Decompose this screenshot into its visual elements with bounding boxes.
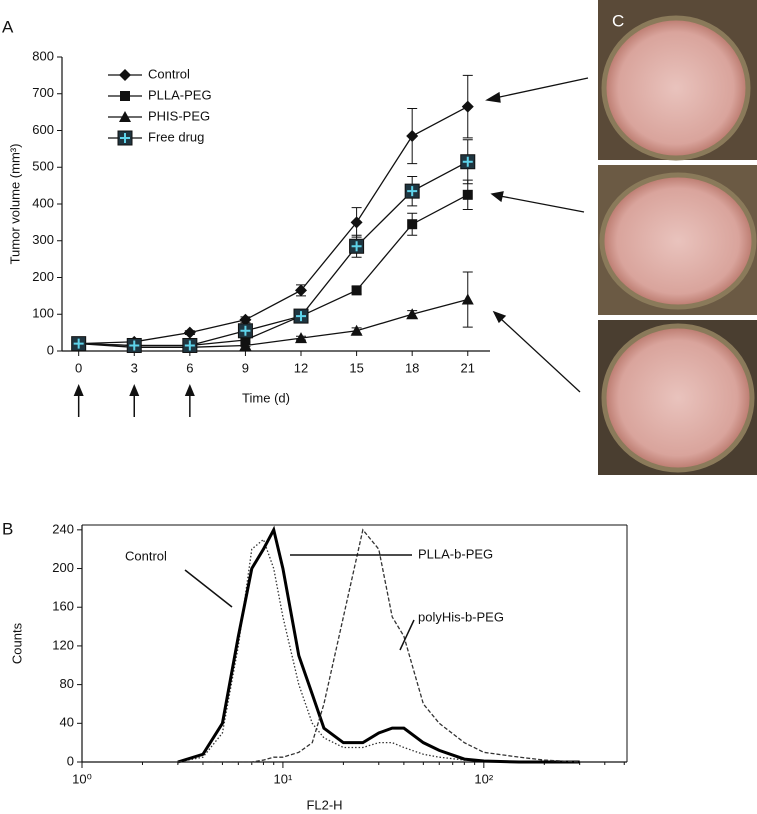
y-tick-label: 500 [32, 159, 54, 174]
marker [461, 293, 474, 305]
marker [295, 332, 308, 344]
marker [182, 337, 198, 353]
dose-arrowhead [184, 384, 195, 396]
marker-plus [296, 311, 307, 322]
marker [406, 130, 419, 143]
series-line [177, 538, 580, 763]
photos: C [598, 0, 757, 475]
marker [350, 324, 363, 336]
marker-plus [120, 133, 130, 143]
marker [119, 111, 131, 122]
legend-label: PHIS-PEG [148, 108, 210, 123]
panel-label: B [2, 519, 13, 538]
y-tick-label: 120 [52, 637, 74, 652]
marker [293, 308, 309, 324]
marker [120, 91, 130, 101]
y-tick-label: 300 [32, 232, 54, 247]
x-tick-label: 10⁰ [72, 771, 92, 786]
panel-label: A [2, 17, 14, 36]
x-tick-label: 10² [474, 771, 493, 786]
marker [295, 284, 308, 297]
legend-label: Control [148, 66, 190, 81]
y-tick-label: 0 [47, 342, 54, 357]
dose-arrows [73, 384, 195, 417]
y-tick-label: 100 [32, 306, 54, 321]
series-line [177, 525, 580, 764]
marker-plus [184, 340, 195, 351]
marker [407, 219, 418, 230]
y-tick-label: 200 [52, 560, 74, 575]
series-line [177, 528, 580, 763]
marker [460, 154, 476, 170]
photo-arrows [485, 77, 589, 393]
marker [404, 183, 420, 199]
y-tick-label: 200 [32, 269, 54, 284]
dose-arrowhead [73, 384, 84, 396]
annotation-arrow [184, 569, 233, 608]
x-tick-label: 9 [242, 360, 249, 375]
marker [126, 337, 142, 353]
y-tick-label: 160 [52, 599, 74, 614]
x-tick-label: 18 [405, 360, 419, 375]
legend-label: PLLA-PEG [148, 87, 212, 102]
y-tick-label: 0 [67, 753, 74, 768]
annotation: PLLA-b-PEG [418, 546, 493, 561]
x-tick-label: 21 [461, 360, 475, 375]
annotation: polyHis-b-PEG [418, 609, 504, 624]
dose-arrowhead [129, 384, 140, 396]
series-line [78, 298, 468, 348]
y-axis-label: Counts [9, 622, 24, 664]
marker [239, 313, 252, 326]
y-tick-label: 80 [60, 676, 74, 691]
marker [239, 339, 252, 351]
x-tick-label: 6 [186, 360, 193, 375]
marker [350, 216, 363, 229]
y-tick-label: 600 [32, 122, 54, 137]
panel-label: C [612, 11, 624, 30]
marker-plus [240, 325, 251, 336]
marker [462, 189, 473, 200]
x-tick-label: 15 [349, 360, 363, 375]
x-tick-label: 0 [75, 360, 82, 375]
y-tick-label: 400 [32, 195, 54, 210]
marker-plus [73, 338, 84, 349]
marker [183, 326, 196, 339]
annotation-arrow [399, 619, 415, 651]
marker-plus [462, 156, 473, 167]
marker-plus [407, 186, 418, 197]
x-tick-label: 3 [131, 360, 138, 375]
y-tick-label: 40 [60, 715, 74, 730]
marker [237, 323, 253, 339]
x-tick-label: 10¹ [274, 771, 293, 786]
marker [461, 100, 474, 113]
marker [351, 285, 362, 296]
y-tick-label: 800 [32, 48, 54, 63]
x-axis-label: FL2-H [306, 797, 342, 812]
marker [117, 130, 133, 146]
legend-label: Free drug [148, 129, 204, 144]
y-tick-label: 240 [52, 521, 74, 536]
series-line [78, 106, 469, 345]
marker-plus [351, 241, 362, 252]
marker [71, 336, 87, 352]
marker [119, 69, 131, 81]
y-tick-label: 700 [32, 85, 54, 100]
marker [349, 238, 365, 254]
series-line [78, 161, 469, 347]
annotation: Control [125, 548, 167, 563]
x-axis-label: Time (d) [242, 390, 290, 405]
x-tick-label: 12 [294, 360, 308, 375]
marker [406, 308, 419, 320]
y-axis-label: Tumor volume (mm³) [7, 144, 22, 265]
marker-plus [129, 340, 140, 351]
